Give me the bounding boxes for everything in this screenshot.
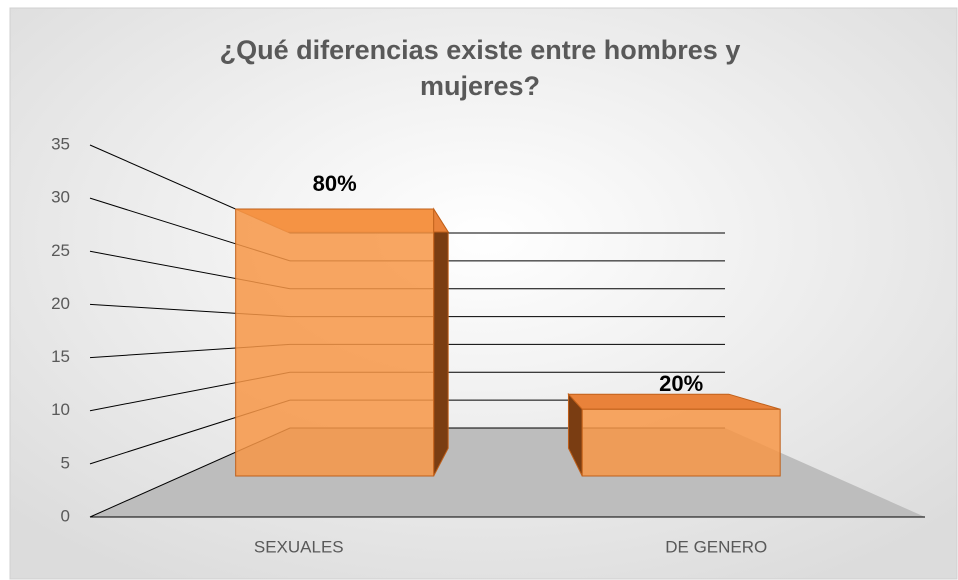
data-label: 20%: [659, 371, 703, 396]
y-tick-label: 10: [51, 400, 70, 419]
bar: [581, 408, 781, 477]
x-tick-label: SEXUALES: [254, 537, 344, 556]
y-tick-label: 35: [51, 134, 70, 153]
chart-title: mujeres?: [420, 71, 540, 101]
y-tick-label: 25: [51, 241, 70, 260]
y-tick-label: 0: [61, 506, 70, 525]
x-tick-label: DE GENERO: [665, 537, 767, 556]
y-tick-label: 5: [61, 453, 70, 472]
bar-side: [433, 207, 449, 477]
bar: [235, 208, 435, 477]
y-tick-label: 15: [51, 347, 70, 366]
y-tick-label: 20: [51, 294, 70, 313]
data-label: 80%: [313, 171, 357, 196]
chart-title: ¿Qué diferencias existe entre hombres y: [220, 35, 741, 65]
y-tick-label: 30: [51, 188, 70, 207]
